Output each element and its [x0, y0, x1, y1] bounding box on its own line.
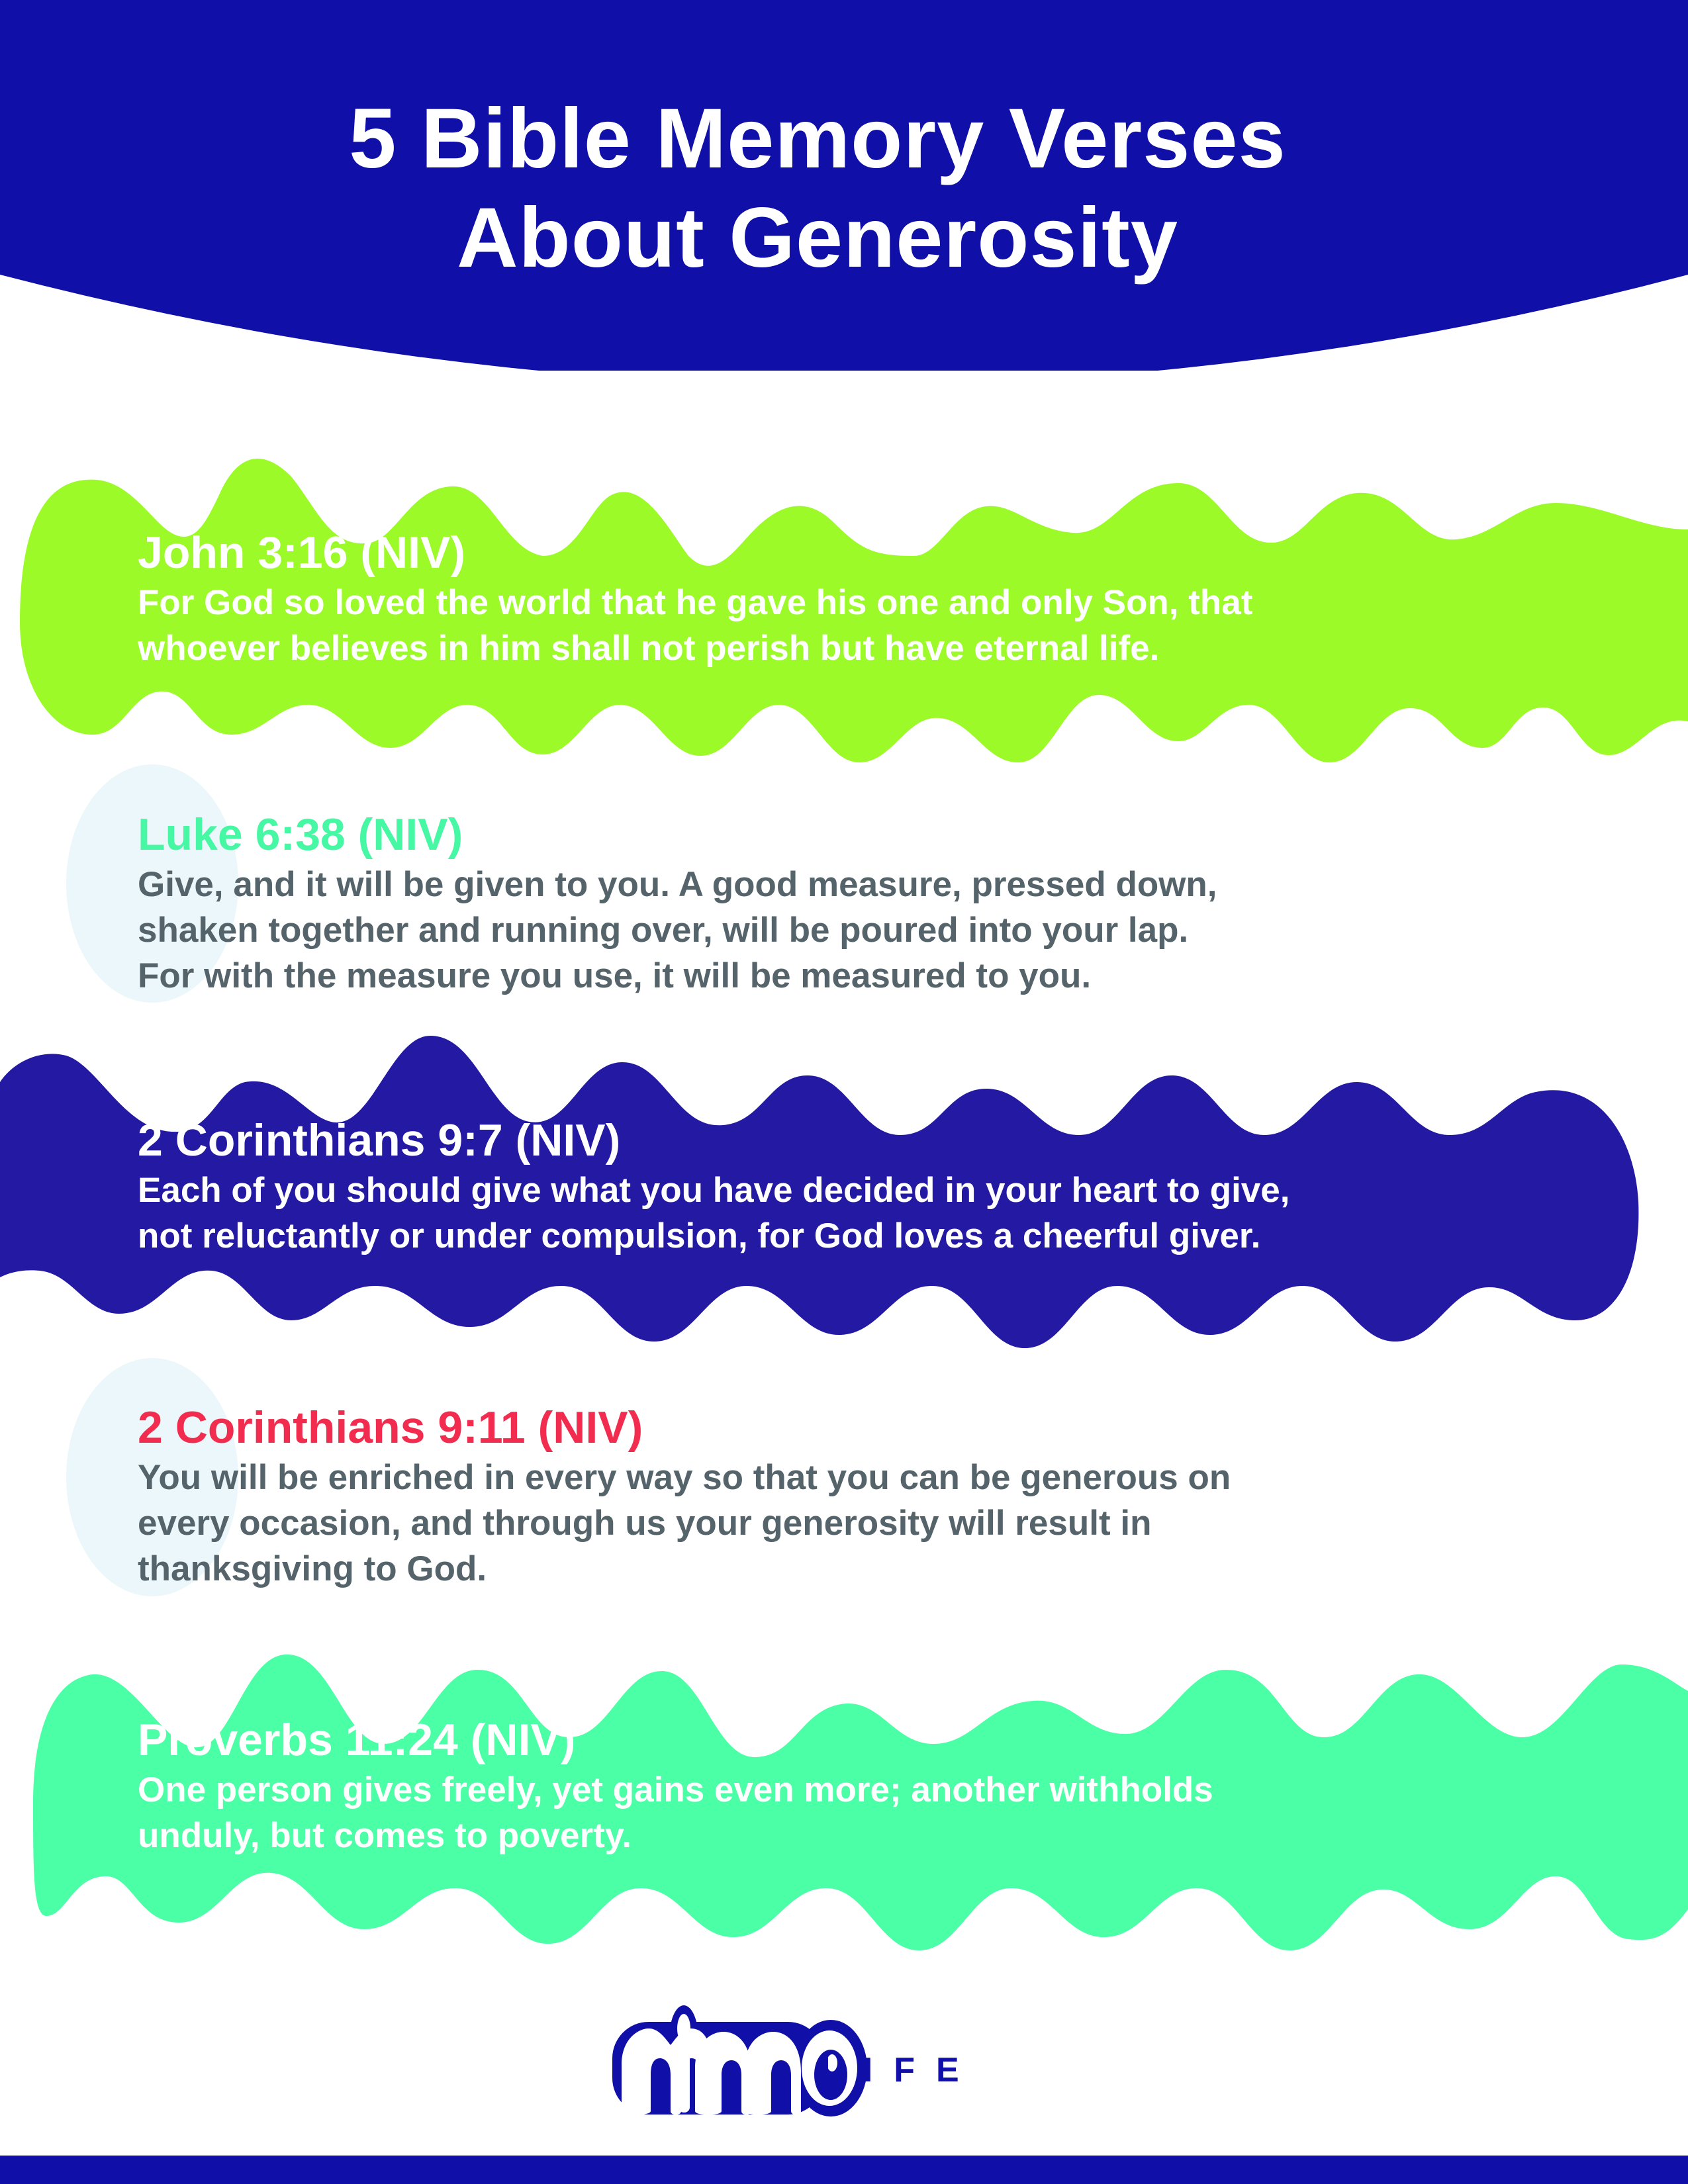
decorative-bubble	[66, 1358, 238, 1596]
verse-text-line: For with the measure you use, it will be…	[138, 956, 1092, 995]
verse-reference: Proverbs 11:24 (NIV)	[138, 1715, 576, 1765]
verse-card-2-corinthians-9-7: 2 Corinthians 9:7 (NIV) Each of you shou…	[138, 1115, 1627, 1259]
verse-reference: 2 Corinthians 9:11 (NIV)	[138, 1402, 643, 1453]
minno-logo	[612, 2005, 867, 2116]
verse-card-luke-6-38: Luke 6:38 (NIV) Give, and it will be giv…	[138, 809, 1627, 999]
header-background	[0, 0, 1688, 371]
title-line-1: 5 Bible Memory Verses	[349, 91, 1286, 186]
verse-text-line: not reluctantly or under compulsion, for…	[138, 1216, 1261, 1255]
verse-5-background-blob	[33, 1654, 1688, 1951]
verse-reference: 2 Corinthians 9:7 (NIV)	[138, 1115, 621, 1165]
verse-text-line: whoever believes in him shall not perish…	[138, 629, 1160, 668]
verse-reference: Luke 6:38 (NIV)	[138, 809, 463, 860]
verse-text: You will be enriched in every way so tha…	[138, 1455, 1627, 1592]
verse-card-2-corinthians-9-11: 2 Corinthians 9:11 (NIV) You will be enr…	[138, 1402, 1627, 1592]
verse-card-proverbs-11-24: Proverbs 11:24 (NIV) One person gives fr…	[138, 1714, 1627, 1858]
verse-text-line: For God so loved the world that he gave …	[138, 583, 1253, 622]
verse-text-line: You will be enriched in every way so tha…	[138, 1458, 1231, 1497]
verse-text-line: every occasion, and through us your gene…	[138, 1504, 1152, 1543]
verse-text-line: Each of you should give what you have de…	[138, 1171, 1290, 1210]
decorative-bubble	[66, 764, 238, 1003]
verse-text-line: thanksgiving to God.	[138, 1549, 487, 1588]
verse-text-line: One person gives freely, yet gains even …	[138, 1770, 1213, 1809]
title-line-2: About Generosity	[457, 191, 1178, 285]
verse-3-background-blob	[0, 1036, 1639, 1349]
verse-reference: John 3:16 (NIV)	[138, 527, 465, 578]
verse-text-line: unduly, but comes to poverty.	[138, 1816, 632, 1855]
verse-text: One person gives freely, yet gains even …	[138, 1767, 1627, 1858]
verse-text: Each of you should give what you have de…	[138, 1167, 1627, 1259]
verse-text: Give, and it will be given to you. A goo…	[138, 862, 1627, 999]
verse-text: For God so loved the world that he gave …	[138, 580, 1627, 671]
verse-card-john-3-16: John 3:16 (NIV) For God so loved the wor…	[138, 527, 1627, 671]
footer-bar	[0, 2156, 1688, 2184]
page-title: 5 Bible Memory Verses About Generosity	[0, 89, 1635, 288]
verse-1-background-blob	[20, 458, 1688, 763]
verse-text-line: shaken together and running over, will b…	[138, 911, 1189, 950]
logo-suffix: LIFE	[821, 2051, 980, 2089]
verse-text-line: Give, and it will be given to you. A goo…	[138, 865, 1217, 904]
